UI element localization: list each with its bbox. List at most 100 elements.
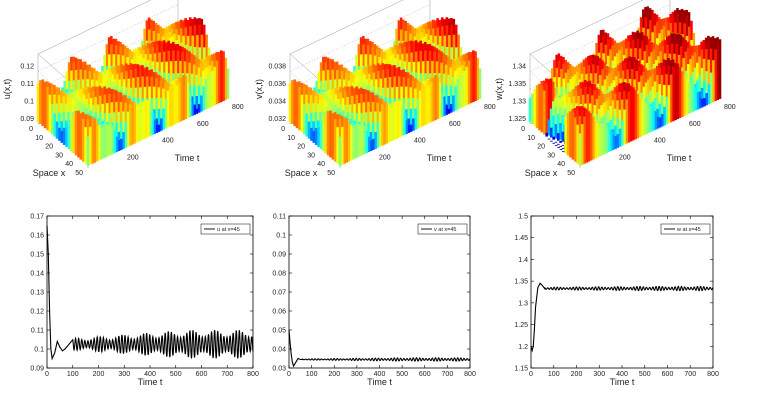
space-tick-label: 50	[75, 170, 83, 177]
surface-mesh	[528, 6, 722, 166]
y-tick-label: 0.06	[272, 309, 286, 316]
x-tick-label: 200	[93, 371, 105, 378]
y-tick-label: 1.5	[518, 214, 528, 221]
z-tick-label: 0.1	[24, 98, 34, 105]
x-tick-label: 300	[351, 371, 363, 378]
x-tick-label: 100	[67, 371, 79, 378]
y-tick-label: 0.03	[272, 366, 286, 373]
z-tick-label: 0.034	[268, 98, 286, 105]
time-axis-label: Time t	[667, 153, 692, 163]
z-tick-label: 0.036	[268, 81, 286, 88]
space-tick-label: 50	[567, 170, 575, 177]
x-tick-label: 600	[196, 371, 208, 378]
x-tick-label: 100	[548, 371, 560, 378]
legend-label: w at x=45	[676, 227, 701, 233]
space-tick-label: 40	[557, 161, 565, 168]
y-tick-label: 1.4	[518, 257, 528, 264]
legend-label: v at x=45	[434, 227, 456, 233]
y-tick-label: 1.35	[514, 279, 528, 286]
x-tick-label: 800	[464, 371, 476, 378]
x-tick-label: 400	[144, 371, 156, 378]
plot-frame	[530, 215, 714, 369]
z-tick-label: 1.33	[512, 98, 526, 105]
x-tick-label: 400	[374, 371, 386, 378]
time-tick-label: 200	[379, 154, 391, 161]
series-line	[530, 282, 714, 353]
x-tick-label: 500	[639, 371, 651, 378]
space-tick-label: 30	[547, 152, 555, 159]
x-tick-label: 0	[287, 371, 291, 378]
z-tick-label: 0.09	[20, 116, 34, 123]
time-tick-label: 400	[162, 138, 174, 145]
time-tick-label: 800	[484, 104, 496, 111]
space-tick-label: 10	[35, 135, 43, 142]
x-axis-label: Time t	[610, 377, 635, 387]
y-tick-label: 0.16	[30, 233, 44, 240]
grid-line	[289, 4, 431, 72]
space-tick-label: 0	[29, 126, 33, 133]
z-tick-label: 1.325	[508, 116, 526, 123]
x-tick-label: 200	[571, 371, 583, 378]
z-axis-label: v(x,t)	[254, 79, 264, 99]
x-tick-label: 0	[45, 371, 49, 378]
x-tick-label: 400	[616, 371, 628, 378]
surface-mesh	[36, 17, 230, 166]
time-tick-label: 600	[689, 121, 701, 128]
y-tick-label: 1.45	[514, 235, 528, 242]
back-top-edge	[37, 0, 152, 55]
back-top-edge	[529, 0, 644, 55]
x-tick-label: 500	[396, 371, 408, 378]
y-tick-label: 0.13	[30, 290, 44, 297]
z-axis-label: u(x,t)	[2, 79, 12, 100]
time-axis-label: Time t	[175, 153, 200, 163]
y-tick-label: 0.15	[30, 252, 44, 259]
y-tick-label: 0.08	[272, 271, 286, 278]
y-tick-label: 0.07	[272, 290, 286, 297]
y-tick-label: 0.17	[30, 214, 44, 221]
x-tick-label: 800	[247, 371, 259, 378]
legend: u at x=45	[200, 223, 251, 235]
legend-label: u at x=45	[217, 227, 240, 233]
time-tick-label: 800	[724, 104, 736, 111]
line-plot-3: 0 100 200 300 400 500 600 700 800 1.15 1.2 1.25 1.3 1…	[514, 214, 719, 388]
space-tick-label: 20	[45, 144, 53, 151]
z-tick-label: 1.34	[512, 63, 526, 70]
y-tick-label: 1.25	[514, 322, 528, 329]
x-axis-label: Time t	[138, 377, 163, 387]
legend: v at x=45	[417, 223, 468, 235]
y-tick-label: 0.05	[272, 328, 286, 335]
space-axis-label: Space x	[33, 168, 66, 178]
x-tick-label: 700	[442, 371, 454, 378]
legend-box	[200, 223, 251, 235]
space-tick-label: 30	[307, 152, 315, 159]
x-tick-label: 0	[529, 371, 533, 378]
series-line	[288, 329, 471, 368]
time-tick-label: 200	[127, 154, 139, 161]
y-tick-label: 0.09	[30, 366, 44, 373]
z-tick-label: 0.032	[268, 116, 286, 123]
z-axis-label: w(x,t)	[494, 78, 504, 101]
y-tick-label: 0.1	[34, 347, 44, 354]
space-tick-label: 30	[55, 152, 63, 159]
space-axis-label: Space x	[525, 168, 558, 178]
x-tick-label: 800	[707, 371, 719, 378]
z-tick-label: 1.335	[508, 81, 526, 88]
x-tick-label: 600	[419, 371, 431, 378]
y-tick-label: 1.15	[514, 366, 528, 373]
time-tick-label: 400	[414, 138, 426, 145]
y-tick-label: 0.12	[30, 309, 44, 316]
series-line	[46, 225, 254, 361]
y-tick-label: 0.1	[276, 233, 286, 240]
space-tick-label: 0	[281, 126, 285, 133]
time-tick-label: 600	[197, 121, 209, 128]
space-tick-label: 50	[327, 170, 335, 177]
line-plot-1: 0 100 200 300 400 500 600 700 800 0.09 0.1 0.11 0.12…	[30, 214, 259, 388]
space-tick-label: 40	[65, 161, 73, 168]
time-tick-label: 600	[449, 121, 461, 128]
time-tick-label: 800	[232, 104, 244, 111]
space-tick-label: 0	[521, 126, 525, 133]
x-axis-label: Time t	[367, 377, 392, 387]
